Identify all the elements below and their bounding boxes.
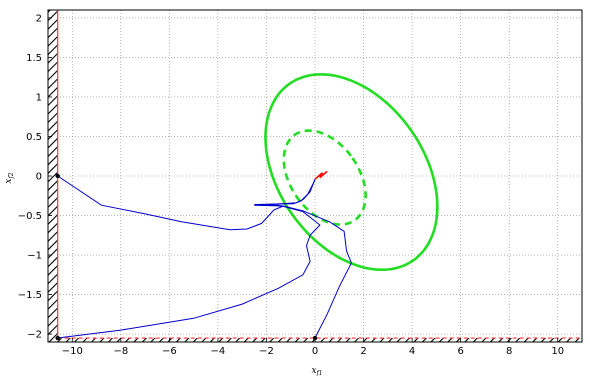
left-constraint-hatch bbox=[48, 10, 58, 342]
y-tick-label: −0.5 bbox=[18, 211, 42, 222]
grid bbox=[48, 10, 582, 342]
y-tick-label: −1.5 bbox=[18, 290, 42, 301]
x-tick-label: 10 bbox=[551, 346, 564, 357]
x-axis-label-sub: f1 bbox=[316, 370, 323, 376]
start-point-marker bbox=[55, 173, 60, 179]
x-tick-label: 4 bbox=[409, 346, 415, 357]
y-tick-label: −2 bbox=[27, 330, 42, 341]
y-tick-label: 1.5 bbox=[26, 53, 42, 64]
outer-solid-ellipse bbox=[264, 73, 439, 272]
plot-area bbox=[55, 73, 439, 341]
y-tick-label: 1 bbox=[36, 92, 42, 103]
x-tick-label: 8 bbox=[506, 346, 512, 357]
x-axis-label: xf1 bbox=[311, 366, 322, 376]
y-axis-label-base: x bbox=[4, 178, 14, 183]
x-tick-label: 6 bbox=[457, 346, 463, 357]
y-axis-label-sub: f2 bbox=[8, 172, 15, 179]
y-ticks: −2 −1.5 −1 −0.5 0 0.5 1 1.5 2 bbox=[18, 13, 52, 341]
y-tick-label: 0 bbox=[36, 172, 42, 183]
red-tail bbox=[314, 170, 328, 180]
x-tick-label: −10 bbox=[62, 346, 83, 357]
y-tick-label: 0.5 bbox=[26, 132, 42, 143]
y-tick-label: 2 bbox=[36, 13, 42, 24]
start-point-marker bbox=[55, 335, 60, 341]
x-axis-label-base: x bbox=[311, 366, 316, 376]
trajectory-series-3 bbox=[254, 179, 352, 339]
inner-dashed-ellipse bbox=[282, 129, 367, 226]
trajectory-series-2 bbox=[57, 204, 321, 339]
x-tick-label: −6 bbox=[162, 346, 177, 357]
x-tick-label: 2 bbox=[360, 346, 366, 357]
x-tick-label: −8 bbox=[113, 346, 128, 357]
x-tick-label: 0 bbox=[312, 346, 318, 357]
x-tick-label: −4 bbox=[211, 346, 226, 357]
x-tick-label: −2 bbox=[259, 346, 274, 357]
y-tick-label: −1 bbox=[27, 251, 42, 262]
y-axis-label: xf2 bbox=[4, 172, 15, 183]
x-ticks: −10 −8 −6 −4 −2 0 2 4 6 8 10 bbox=[62, 338, 564, 357]
